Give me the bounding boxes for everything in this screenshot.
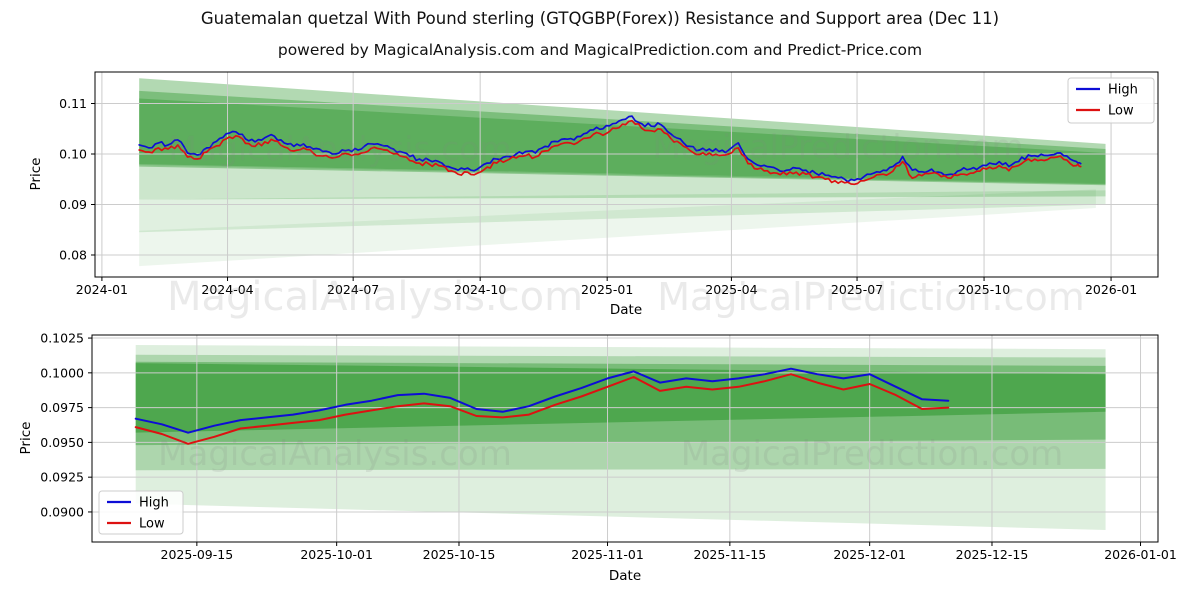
y-tick-label: 0.09	[59, 197, 87, 212]
x-tick-label: 2025-10-01	[300, 547, 373, 562]
support-resistance-band	[135, 361, 1106, 446]
legend-label: Low	[139, 517, 165, 532]
y-tick-label: 0.0925	[40, 470, 84, 485]
support-resistance-band	[135, 354, 1106, 471]
x-tick-label: 2025-11-01	[571, 547, 644, 562]
x-axis-label: Date	[610, 302, 642, 318]
x-tick-label: 2025-09-15	[161, 547, 234, 562]
support-resistance-band	[139, 98, 1106, 184]
y-tick-label: 0.0950	[40, 435, 84, 450]
support-resistance-band	[139, 165, 1106, 200]
y-axis-label: Price	[18, 422, 34, 455]
x-tick-label: 2025-04	[705, 282, 757, 297]
x-tick-label: 2025-12-15	[956, 547, 1029, 562]
x-axis-label: Date	[609, 568, 641, 584]
y-axis-label: Price	[28, 158, 44, 191]
watermark: MagicalPrediction.com	[652, 127, 1023, 166]
x-tick-label: 2025-01	[581, 282, 633, 297]
y-tick-label: 0.11	[59, 96, 87, 111]
x-tick-label: 2025-12-01	[833, 547, 906, 562]
y-tick-label: 0.1025	[40, 331, 84, 346]
legend-label: High	[139, 496, 169, 511]
watermark: MagicalPrediction.com	[681, 434, 1064, 474]
x-tick-label: 2026-01-01	[1104, 547, 1177, 562]
y-tick-label: 0.0975	[40, 400, 84, 415]
watermark: MagicalAnalysis.com	[167, 274, 583, 320]
low-line	[138, 119, 1082, 186]
x-tick-label: 2024-07	[327, 282, 379, 297]
watermark: MagicalPrediction.com	[657, 275, 1085, 319]
y-tick-label: 0.0900	[40, 504, 84, 519]
support-resistance-band	[135, 363, 1106, 433]
x-tick-label: 2025-10	[958, 282, 1010, 297]
y-tick-label: 0.1000	[40, 365, 84, 380]
plot-border	[91, 334, 1159, 543]
support-resistance-band	[139, 78, 1106, 186]
x-tick-label: 2024-10	[454, 282, 506, 297]
x-tick-label: 2024-04	[201, 282, 253, 297]
support-resistance-band	[135, 345, 1106, 531]
high-line	[138, 115, 1082, 183]
x-tick-label: 2025-07	[831, 282, 883, 297]
chart-subtitle: powered by MagicalAnalysis.com and Magic…	[277, 41, 923, 59]
legend-label: Low	[1108, 104, 1134, 119]
x-tick-label: 2025-10-15	[423, 547, 496, 562]
plot-border	[94, 71, 1159, 278]
chart-title: Guatemalan quetzal With Pound sterling (…	[200, 9, 1000, 28]
support-resistance-band	[139, 190, 1106, 233]
x-tick-label: 2024-01	[76, 282, 128, 297]
watermark: MagicalAnalysis.com	[158, 434, 512, 474]
x-tick-label: 2026-01	[1085, 282, 1137, 297]
y-tick-label: 0.08	[59, 247, 87, 262]
watermark: MagicalAnalysis.com	[168, 129, 511, 168]
y-tick-label: 0.10	[59, 147, 87, 162]
support-resistance-band	[139, 90, 1106, 185]
x-tick-label: 2025-11-15	[694, 547, 767, 562]
high-line	[134, 367, 950, 434]
legend-label: High	[1108, 83, 1138, 98]
low-line	[134, 373, 950, 445]
